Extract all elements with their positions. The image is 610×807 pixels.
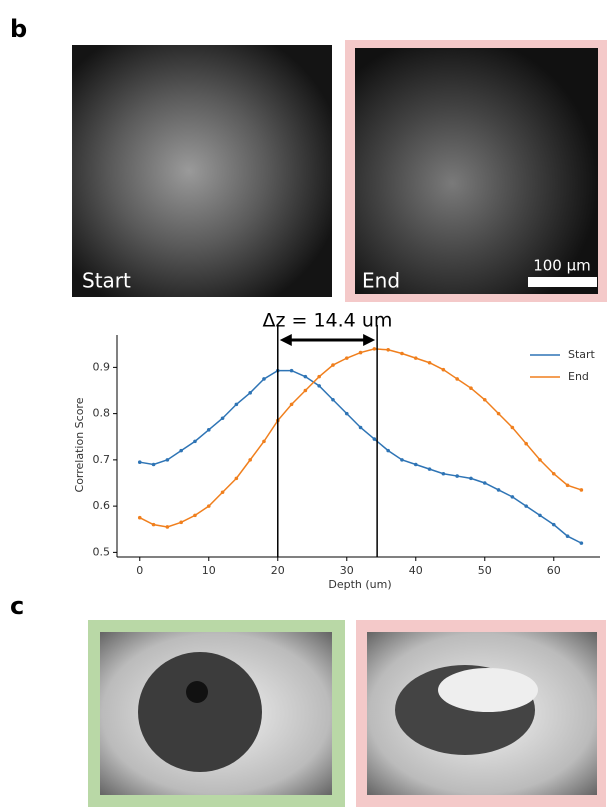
point — [565, 483, 570, 488]
point — [524, 504, 528, 508]
point — [289, 402, 294, 407]
point — [538, 513, 542, 518]
point — [193, 439, 197, 444]
point — [372, 437, 377, 441]
point — [482, 397, 487, 402]
point — [524, 441, 528, 446]
point — [206, 428, 211, 432]
point — [358, 425, 363, 430]
eye-glare — [438, 668, 538, 712]
point — [496, 488, 501, 492]
point — [358, 350, 363, 355]
point — [303, 374, 308, 379]
series-line — [139, 348, 582, 528]
point — [220, 416, 225, 421]
x-tick-label: 50 — [478, 564, 492, 577]
point — [331, 397, 335, 402]
point — [179, 520, 183, 525]
point — [262, 377, 266, 381]
point — [441, 471, 446, 476]
point — [220, 490, 225, 495]
pupil — [186, 681, 208, 703]
point — [400, 351, 404, 356]
point — [565, 534, 570, 538]
point — [165, 458, 170, 462]
annotation: Δz = 14.4 um — [263, 310, 393, 332]
point — [510, 495, 515, 499]
x-axis-label: Depth (um) — [328, 578, 391, 591]
point — [137, 460, 142, 464]
y-tick-label: 0.7 — [93, 453, 111, 466]
image-start — [72, 45, 332, 297]
y-tick-label: 0.9 — [93, 360, 111, 373]
series-line — [139, 369, 582, 544]
point — [193, 513, 197, 518]
point — [469, 476, 473, 481]
point — [248, 391, 252, 395]
iris — [138, 652, 262, 772]
y-axis-label: Correlation Score — [73, 397, 86, 492]
point — [413, 462, 418, 467]
y-tick-label: 0.6 — [93, 499, 111, 512]
point — [413, 356, 418, 360]
point — [579, 541, 584, 545]
point — [137, 515, 142, 520]
y-tick-label: 0.5 — [93, 545, 111, 558]
point — [289, 368, 294, 373]
point — [455, 377, 459, 381]
point — [206, 504, 211, 508]
x-tick-label: 0 — [136, 564, 143, 577]
scale-bar — [528, 277, 597, 287]
point — [317, 374, 321, 379]
panel-label: b — [10, 15, 27, 43]
point — [482, 481, 487, 485]
point — [179, 448, 183, 453]
point — [427, 467, 432, 471]
scale-bar-label: 100 µm — [533, 257, 591, 275]
point — [234, 402, 239, 407]
x-tick-label: 10 — [202, 564, 216, 577]
point — [262, 439, 266, 444]
point — [344, 356, 349, 360]
point — [551, 471, 556, 476]
point — [372, 347, 377, 351]
point — [151, 462, 156, 467]
point — [538, 458, 542, 462]
point — [551, 522, 556, 527]
arrow-head — [279, 334, 292, 346]
point — [386, 348, 390, 352]
arrow-head — [363, 334, 376, 346]
point — [441, 367, 446, 372]
image-end — [355, 48, 598, 294]
point — [331, 363, 335, 367]
x-tick-label: 20 — [271, 564, 285, 577]
image-label: Start — [82, 269, 131, 293]
point — [303, 388, 308, 393]
point — [510, 425, 515, 430]
point — [496, 411, 501, 416]
point — [248, 458, 252, 462]
point — [234, 476, 239, 481]
x-tick-label: 30 — [340, 564, 354, 577]
point — [427, 360, 432, 365]
point — [344, 411, 349, 416]
image-label: End — [362, 269, 400, 293]
legend-label: End — [568, 370, 589, 383]
point — [579, 488, 584, 492]
x-tick-label: 40 — [409, 564, 423, 577]
x-tick-label: 60 — [547, 564, 561, 577]
chart: 0.5 0.6 0.7 0.8 0.9 0 10 20 30 40 50 60 Depth (um) Co… — [73, 310, 600, 591]
point — [455, 474, 459, 478]
point — [151, 522, 156, 527]
legend-label: Start — [568, 348, 596, 361]
panel-label: c — [10, 592, 24, 620]
point — [400, 458, 404, 462]
point — [317, 384, 321, 388]
y-tick-label: 0.8 — [93, 407, 111, 420]
point — [165, 525, 170, 529]
point — [469, 386, 473, 390]
point — [386, 448, 390, 453]
